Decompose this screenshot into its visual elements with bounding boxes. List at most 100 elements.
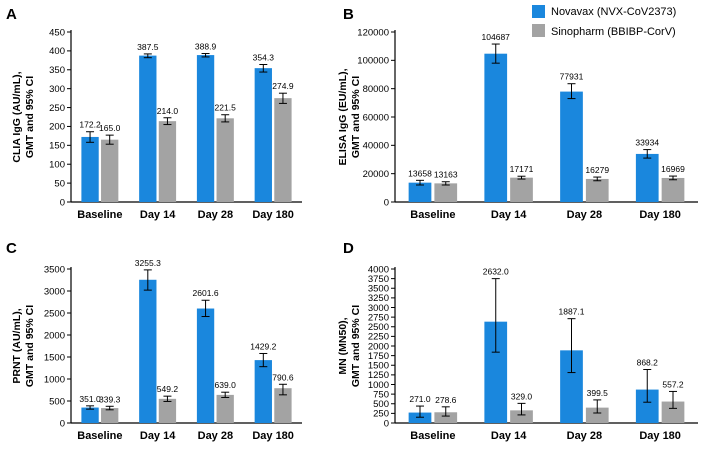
y-tick-label: 1000 [44, 374, 65, 385]
bar [434, 412, 458, 423]
y-tick-label: 300 [49, 84, 65, 95]
y-tick-label: 2000 [368, 341, 389, 352]
data-label: 3255.3 [135, 258, 161, 268]
data-label: 354.3 [253, 52, 275, 62]
bar [484, 53, 508, 202]
bar [254, 360, 272, 423]
y-tick-label: 400 [49, 46, 65, 57]
panel-letter: C [6, 240, 17, 257]
bar [101, 139, 119, 202]
x-category-label: Day 28 [567, 430, 602, 442]
bar [434, 183, 458, 202]
bar [139, 279, 157, 423]
panel-letter: A [6, 6, 17, 23]
y-tick-label: 450 [49, 27, 65, 38]
y-tick-label: 350 [49, 65, 65, 76]
bar [510, 410, 533, 423]
bar [661, 177, 685, 202]
panel-a: A CLIA IgG (AU/mL),GMT and 95% CI 0 50 100 15… [6, 6, 302, 221]
data-label: 274.9 [272, 81, 294, 91]
data-label: 387.5 [137, 42, 159, 52]
y-axis-title-line: CLIA IgG (AU/mL), [11, 71, 23, 162]
y-tick-label: 1750 [368, 351, 389, 362]
x-category-label: Baseline [77, 209, 122, 221]
x-category-label: Day 28 [198, 209, 233, 221]
x-category-label: Day 180 [639, 209, 681, 221]
y-tick-label: 2000 [44, 330, 65, 341]
y-tick-label: 1500 [44, 352, 65, 363]
y-tick-label: 1000 [368, 380, 389, 391]
y-tick-label: 250 [49, 103, 65, 114]
x-category-label: Day 180 [252, 209, 294, 221]
y-tick-label: 3750 [368, 274, 389, 285]
y-tick-label: 40000 [363, 141, 389, 152]
bar [585, 407, 609, 423]
y-tick-label: 3250 [368, 293, 389, 304]
y-tick-label: 2500 [44, 308, 65, 319]
y-tick-label: 60000 [363, 112, 389, 123]
data-label: 790.6 [272, 372, 294, 382]
x-category-label: Day 14 [491, 430, 527, 442]
y-tick-label: 3500 [44, 264, 65, 275]
data-label: 271.0 [409, 394, 431, 404]
bar [661, 401, 685, 423]
data-label: 2632.0 [483, 267, 509, 277]
y-tick-label: 0 [60, 418, 65, 429]
x-category-label: Baseline [77, 430, 122, 442]
panel-letter: D [343, 240, 354, 257]
x-category-label: Day 180 [252, 430, 294, 442]
y-axis-title-line: PRNT (AU/mL), [11, 308, 23, 383]
y-axis-title-line: GMT and 95% CI [350, 76, 362, 158]
y-tick-label: 3000 [368, 303, 389, 314]
x-category-label: Day 180 [639, 430, 681, 442]
data-label: 33934 [635, 138, 659, 148]
bar [510, 177, 533, 202]
y-tick-label: 0 [384, 418, 389, 429]
bar [274, 388, 292, 423]
y-tick-label: 20000 [363, 169, 389, 180]
y-tick-label: 80000 [363, 84, 389, 95]
y-axis-title: PRNT (AU/mL),GMT and 95% CI [11, 305, 36, 387]
y-axis-title-line: GMT and 95% CI [350, 305, 362, 387]
y-tick-label: 1500 [368, 361, 389, 372]
panel-letter: B [343, 6, 354, 23]
y-axis-title-line: GMT and 95% CI [24, 76, 36, 158]
data-label: 339.3 [99, 394, 121, 404]
bar [585, 178, 609, 202]
data-label: 13658 [408, 168, 432, 178]
data-label: 1429.2 [250, 341, 276, 351]
data-label: 13163 [434, 170, 458, 180]
y-tick-label: 0 [60, 197, 65, 208]
bar [158, 398, 177, 423]
y-tick-label: 3000 [44, 286, 65, 297]
x-category-label: Day 14 [491, 209, 527, 221]
legend-swatch-series-2 [532, 24, 545, 37]
bar [81, 407, 99, 423]
data-label: 165.0 [99, 123, 121, 133]
data-label: 1887.1 [558, 307, 584, 317]
data-label: 104687 [482, 32, 511, 42]
y-axis-title-line: MN (MN50), [337, 317, 349, 374]
panel-c: C PRNT (AU/mL),GMT and 95% CI 0 500 1000 1500… [6, 240, 302, 442]
panel-b: B ELISA IgG (EU/mL),GMT and 95% CI 0 20000 4… [337, 6, 698, 221]
data-label: 16969 [661, 164, 685, 174]
legend-label-series-2: Sinopharm (BBIBP-CorV) [551, 26, 676, 38]
y-tick-label: 100 [49, 160, 65, 171]
y-axis-title: ELISA IgG (EU/mL),GMT and 95% CI [337, 68, 362, 165]
y-axis-title-line: ELISA IgG (EU/mL), [337, 68, 349, 165]
bar [274, 98, 292, 202]
bar [560, 91, 583, 202]
bar [484, 321, 508, 423]
bar [196, 55, 215, 203]
data-label: 77931 [560, 72, 584, 82]
bar [158, 121, 177, 202]
bar [196, 308, 215, 423]
bar [560, 350, 583, 423]
y-tick-label: 750 [373, 389, 389, 400]
data-label: 16279 [585, 165, 609, 175]
y-tick-label: 200 [49, 122, 65, 133]
y-tick-label: 500 [373, 399, 389, 410]
legend-label-series-1: Novavax (NVX-CoV2373) [551, 6, 676, 18]
y-tick-label: 3500 [368, 284, 389, 295]
